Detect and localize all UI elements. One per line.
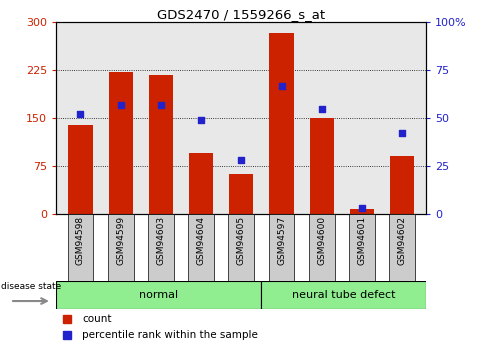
Point [358,205,366,211]
Bar [56,281,262,309]
Bar [149,75,173,214]
Bar [310,118,334,214]
Text: GSM94597: GSM94597 [277,216,286,265]
Point [197,117,205,123]
Text: GSM94605: GSM94605 [237,216,246,265]
Bar [229,174,253,214]
Bar [349,214,375,281]
Text: percentile rank within the sample: percentile rank within the sample [82,330,258,340]
Bar [309,214,335,281]
Text: disease state: disease state [1,282,61,291]
Point [398,131,406,136]
Text: GSM94600: GSM94600 [317,216,326,265]
Text: normal: normal [139,290,178,300]
Point [278,83,286,88]
Bar [262,281,426,309]
Point [117,102,124,108]
Text: GSM94603: GSM94603 [156,216,166,265]
Bar [109,72,133,214]
Bar [188,214,214,281]
Text: GSM94598: GSM94598 [76,216,85,265]
Point [238,158,245,163]
Bar [108,214,134,281]
Title: GDS2470 / 1559266_s_at: GDS2470 / 1559266_s_at [157,8,325,21]
Text: GSM94601: GSM94601 [358,216,367,265]
Text: neural tube defect: neural tube defect [292,290,395,300]
Text: GSM94602: GSM94602 [398,216,407,265]
Bar [69,125,93,214]
Text: GSM94599: GSM94599 [116,216,125,265]
Bar [68,214,93,281]
Point [76,111,84,117]
Point [318,106,326,111]
Text: GSM94604: GSM94604 [196,216,206,265]
Bar [189,153,213,214]
Bar [228,214,254,281]
Point [157,102,165,108]
Bar [269,214,294,281]
Bar [389,214,415,281]
Bar [148,214,174,281]
Bar [270,33,294,214]
Bar [390,156,414,214]
Text: count: count [82,314,112,324]
Bar [350,209,374,214]
